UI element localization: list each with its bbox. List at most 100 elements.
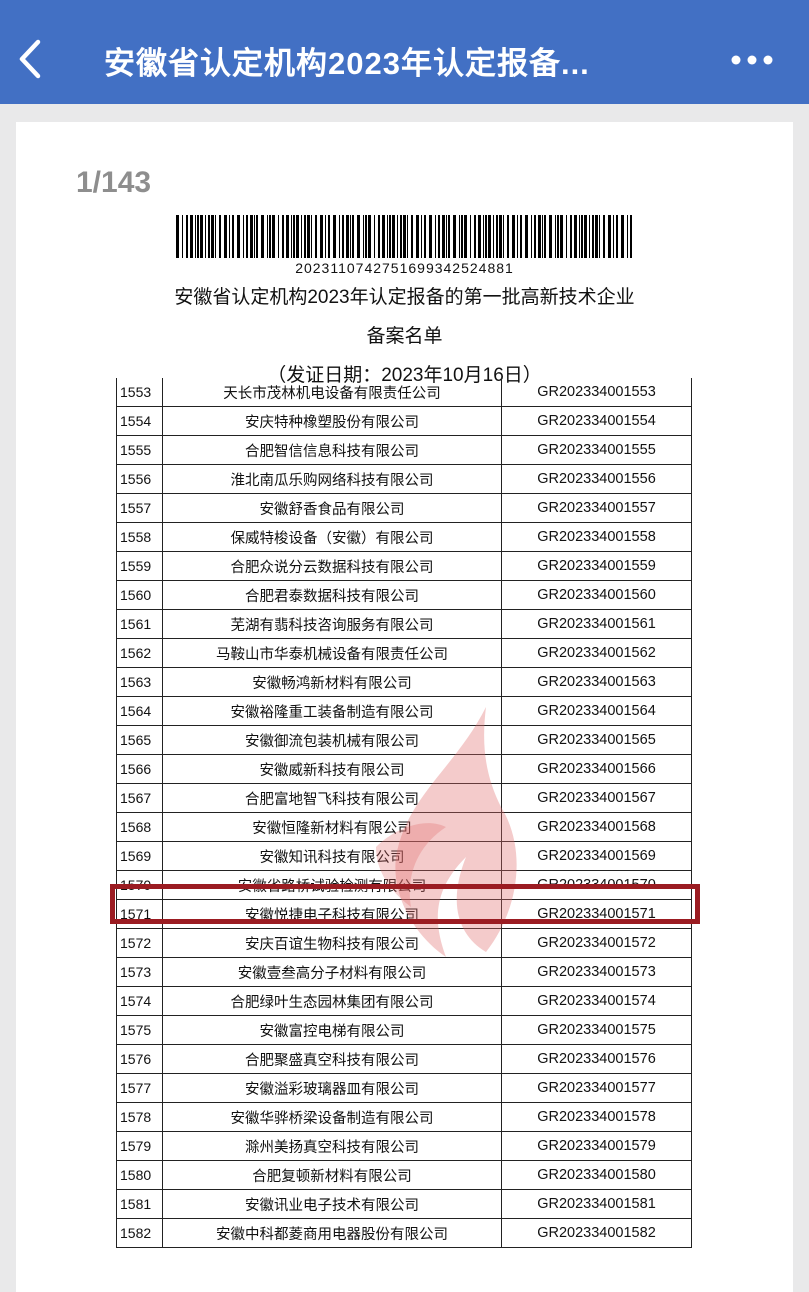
barcode-bar bbox=[589, 215, 590, 258]
company-name: 安徽省路桥试验检测有限公司 bbox=[162, 870, 502, 900]
barcode-bar bbox=[435, 215, 436, 258]
document-page[interactable]: 1/143 20231107427516993425248​81 安徽省认定机构… bbox=[16, 122, 793, 1292]
company-name: 合肥聚盛真空科技有限公司 bbox=[162, 1044, 502, 1074]
barcode-bar bbox=[387, 215, 388, 258]
barcode-bar bbox=[352, 215, 354, 258]
company-name: 合肥富地智飞科技有限公司 bbox=[162, 783, 502, 813]
row-number: 1558 bbox=[116, 522, 163, 552]
certificate-number: GR202334001573 bbox=[501, 957, 692, 987]
company-name: 安庆百谊生物科技有限公司 bbox=[162, 928, 502, 958]
barcode-bar bbox=[293, 215, 295, 258]
barcode-bar bbox=[534, 215, 536, 258]
barcode-bar bbox=[392, 215, 395, 258]
barcode-bar bbox=[256, 215, 258, 258]
certificate-number: GR202334001580 bbox=[501, 1160, 692, 1190]
barcode-bar bbox=[557, 215, 559, 258]
barcode-bar bbox=[613, 215, 614, 258]
barcode-bar bbox=[325, 215, 326, 258]
table-row: 1554 安庆特种橡塑股份有限公司 GR202334001554 bbox=[116, 406, 692, 436]
barcode-bar bbox=[464, 215, 467, 258]
barcode-bar bbox=[608, 215, 611, 258]
barcode-bar bbox=[190, 215, 193, 258]
table-row: 1559 合肥众说分云数据科技有限公司 GR202334001559 bbox=[116, 551, 692, 581]
barcode-bar bbox=[599, 215, 600, 258]
barcode-bar bbox=[542, 215, 543, 258]
barcode-bar bbox=[570, 215, 572, 258]
row-number: 1557 bbox=[116, 493, 163, 523]
row-number: 1568 bbox=[116, 812, 163, 842]
company-name: 芜湖有翡科技咨询服务有限公司 bbox=[162, 609, 502, 639]
row-number: 1566 bbox=[116, 754, 163, 784]
barcode-bar bbox=[446, 215, 447, 258]
certificate-number: GR202334001563 bbox=[501, 667, 692, 697]
table-row: 1555 合肥智信信息科技有限公司 GR202334001555 bbox=[116, 435, 692, 465]
barcode-bar bbox=[627, 215, 628, 258]
barcode-bar bbox=[474, 215, 476, 258]
certificate-number: GR202334001556 bbox=[501, 464, 692, 494]
barcode-bar bbox=[269, 215, 271, 258]
certificate-number: GR202334001559 bbox=[501, 551, 692, 581]
company-name: 安徽讯业电子技术有限公司 bbox=[162, 1189, 502, 1219]
row-number: 1579 bbox=[116, 1131, 163, 1161]
document-subtitle: 备案名单 bbox=[366, 326, 443, 347]
company-name: 合肥君泰数据科技有限公司 bbox=[162, 580, 502, 610]
certificate-number: GR202334001576 bbox=[501, 1044, 692, 1074]
barcode-bar bbox=[397, 215, 398, 258]
barcode-bar bbox=[320, 215, 323, 258]
certificate-number: GR202334001562 bbox=[501, 638, 692, 668]
barcode-bar bbox=[301, 215, 302, 258]
company-name: 安徽知讯科技有限公司 bbox=[162, 841, 502, 871]
row-number: 1564 bbox=[116, 696, 163, 726]
barcode-bar bbox=[525, 215, 528, 258]
barcode-bar bbox=[333, 215, 336, 258]
company-name: 安徽恒隆新材料有限公司 bbox=[162, 812, 502, 842]
barcode-bar bbox=[403, 215, 406, 258]
company-name: 安徽华骅桥梁设备制造有限公司 bbox=[162, 1102, 502, 1132]
barcode-bar bbox=[215, 215, 216, 258]
barcode-bar bbox=[339, 215, 340, 258]
barcode-bar bbox=[182, 215, 183, 258]
barcode-bar bbox=[442, 215, 445, 258]
table-row: 1568 安徽恒隆新材料有限公司 GR202334001568 bbox=[116, 812, 692, 842]
barcode-bar bbox=[549, 215, 552, 258]
row-number: 1571 bbox=[116, 899, 163, 929]
barcode-bar bbox=[208, 215, 210, 258]
barcode-bar bbox=[250, 215, 253, 258]
barcode-bar bbox=[579, 215, 580, 258]
barcode-bar bbox=[365, 215, 367, 258]
company-name: 滁州美扬真空科技有限公司 bbox=[162, 1131, 502, 1161]
barcode-bar bbox=[470, 215, 471, 258]
row-number: 1569 bbox=[116, 841, 163, 871]
certificate-number: GR202334001582 bbox=[501, 1218, 692, 1248]
company-name: 安徽悦捷电子科技有限公司 bbox=[162, 899, 502, 929]
barcode-bar bbox=[584, 215, 587, 258]
certificate-number: GR202334001567 bbox=[501, 783, 692, 813]
certificate-number: GR202334001554 bbox=[501, 406, 692, 436]
page-indicator: 1/143 bbox=[76, 166, 152, 199]
barcode-bar bbox=[595, 215, 598, 258]
barcode-bar bbox=[592, 215, 594, 258]
more-button[interactable] bbox=[728, 50, 776, 70]
certificate-number: GR202334001565 bbox=[501, 725, 692, 755]
company-name: 保威特梭设备（安徽）有限公司 bbox=[162, 522, 502, 552]
certificate-number: GR202334001578 bbox=[501, 1102, 692, 1132]
row-number: 1574 bbox=[116, 986, 163, 1016]
barcode-bar bbox=[603, 215, 605, 258]
barcode-bar bbox=[176, 215, 179, 258]
back-button[interactable] bbox=[14, 36, 48, 82]
barcode-bar bbox=[581, 215, 583, 258]
barcode-bar bbox=[544, 215, 546, 258]
barcode-bar bbox=[368, 215, 371, 258]
barcode-number: 20231107427516993425248​81 bbox=[295, 260, 514, 276]
row-number: 1565 bbox=[116, 725, 163, 755]
row-number: 1575 bbox=[116, 1015, 163, 1045]
barcode-bar bbox=[507, 215, 509, 258]
barcode-bar bbox=[267, 215, 268, 258]
barcode-bar bbox=[411, 215, 413, 258]
barcode-bar bbox=[630, 215, 632, 258]
company-table: 1553 天长市茂林机电设备有限责任公司 GR202334001553 1554 安庆特… bbox=[116, 378, 692, 1248]
barcode-bar bbox=[616, 215, 618, 258]
table-row: 1571 安徽悦捷电子科技有限公司 GR202334001571 bbox=[116, 899, 692, 929]
certificate-number: GR202334001555 bbox=[501, 435, 692, 465]
barcode-bar bbox=[363, 215, 364, 258]
